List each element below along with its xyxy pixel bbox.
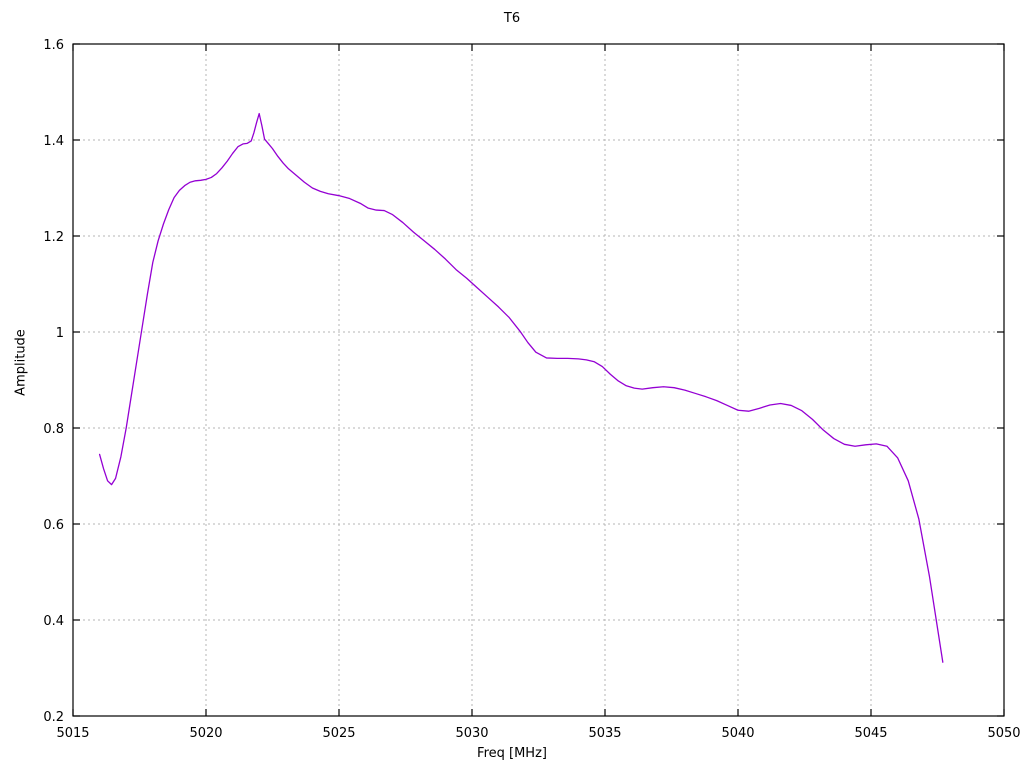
- x-tick-label: 5040: [721, 726, 754, 741]
- x-tick-label: 5020: [189, 726, 222, 741]
- x-tick-label: 5045: [854, 726, 887, 741]
- series-line: [98, 112, 944, 663]
- y-tick-label: 1: [56, 326, 64, 341]
- x-axis-label: Freq [MHz]: [477, 746, 547, 761]
- data-series: [98, 112, 944, 663]
- x-tick-label: 5030: [455, 726, 488, 741]
- y-tick-label: 1.2: [43, 230, 64, 245]
- y-tick-label: 1.4: [43, 134, 64, 149]
- axis-ticks: [72, 43, 1005, 717]
- x-tick-label: 5015: [56, 726, 89, 741]
- tick-labels: 0.2 0.4 0.6 0.8 1 1.2 1.4 1.6 5015 5020 5025 5030 50…: [43, 38, 1020, 741]
- grid-lines: [73, 44, 1004, 716]
- y-tick-label: 0.2: [43, 710, 64, 725]
- y-tick-label: 0.8: [43, 422, 64, 437]
- plot-frame: [72, 43, 1005, 717]
- y-tick-label: 0.6: [43, 518, 64, 533]
- x-tick-label: 5050: [987, 726, 1020, 741]
- chart-title: T6: [503, 11, 521, 26]
- x-tick-label: 5035: [588, 726, 621, 741]
- y-tick-label: 1.6: [43, 38, 64, 53]
- y-tick-label: 0.4: [43, 614, 64, 629]
- x-tick-label: 5025: [322, 726, 355, 741]
